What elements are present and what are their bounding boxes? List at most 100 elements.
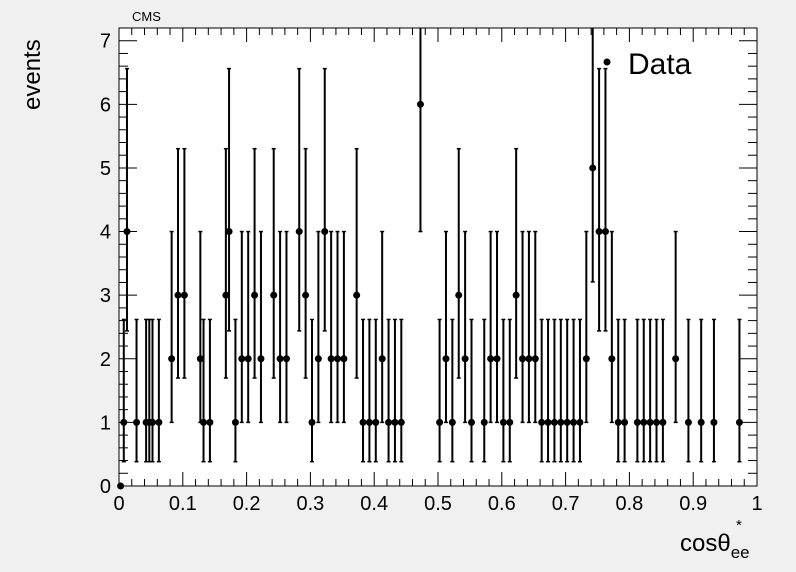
data-point	[576, 418, 584, 426]
plot-area	[118, 27, 758, 487]
x-tick-label: 0.3	[296, 493, 324, 515]
x-tick-label: 0.4	[360, 493, 388, 515]
legend-label: Data	[628, 48, 692, 81]
data-point	[512, 291, 520, 299]
y-tick-label: 1	[100, 412, 111, 434]
y-tick-label: 5	[100, 158, 111, 180]
data-point	[225, 228, 233, 236]
data-point	[180, 291, 188, 299]
data-point	[359, 418, 367, 426]
data-point	[735, 418, 743, 426]
data-point	[582, 355, 590, 363]
data-point	[231, 418, 239, 426]
y-tick-label: 3	[100, 285, 111, 307]
data-point	[353, 291, 361, 299]
y-tick-label: 4	[100, 222, 111, 244]
data-points	[117, 28, 743, 490]
data-point	[487, 355, 495, 363]
data-point	[133, 418, 141, 426]
data-point	[570, 418, 578, 426]
data-point	[397, 418, 405, 426]
data-point	[595, 228, 603, 236]
data-point	[308, 418, 316, 426]
data-point	[653, 418, 661, 426]
data-point	[646, 418, 654, 426]
data-point	[633, 418, 641, 426]
y-tick-label: 6	[100, 94, 111, 116]
data-point	[614, 418, 622, 426]
data-point	[519, 355, 527, 363]
data-point	[196, 355, 204, 363]
data-point	[200, 418, 208, 426]
x-tick-label: 0	[113, 493, 124, 515]
data-point	[506, 418, 514, 426]
data-point	[174, 291, 182, 299]
x-tick-label: 0.2	[233, 493, 261, 515]
data-point	[378, 355, 386, 363]
data-point	[672, 355, 680, 363]
data-point	[531, 355, 539, 363]
data-point	[327, 355, 335, 363]
data-point	[295, 228, 303, 236]
data-point	[436, 418, 444, 426]
data-point	[455, 291, 463, 299]
data-point	[448, 418, 456, 426]
data-point	[120, 418, 128, 426]
data-point	[168, 355, 176, 363]
data-point	[499, 418, 507, 426]
data-point	[589, 164, 597, 172]
data-point	[608, 355, 616, 363]
x-tick-label: 1	[751, 493, 762, 515]
x-tick-label: 0.7	[552, 493, 580, 515]
data-point	[302, 291, 310, 299]
data-point	[461, 355, 469, 363]
data-point	[222, 291, 230, 299]
data-point	[365, 418, 373, 426]
data-point	[544, 418, 552, 426]
data-point	[480, 418, 488, 426]
data-point	[148, 418, 156, 426]
x-axis-label: cosθee	[680, 530, 750, 562]
data-point	[550, 418, 558, 426]
y-tick-label: 7	[100, 31, 111, 53]
y-axis-label: events	[19, 39, 46, 110]
data-point	[563, 418, 571, 426]
data-point	[710, 418, 718, 426]
data-point	[123, 228, 131, 236]
x-tick-label: 0.6	[488, 493, 516, 515]
data-point	[251, 291, 259, 299]
data-point	[117, 482, 125, 490]
data-point	[416, 100, 424, 108]
y-tick-label: 0	[100, 476, 111, 498]
x-tick-label: 0.9	[679, 493, 707, 515]
data-point	[493, 355, 501, 363]
x-tick-label: 0.8	[615, 493, 643, 515]
data-point	[257, 355, 265, 363]
x-axis-label-sub: ee	[731, 543, 750, 562]
data-point	[244, 355, 252, 363]
data-point	[697, 418, 705, 426]
data-point	[684, 418, 692, 426]
x-axis-ticks: 0 0.1 0.2 0.3 0.4 0.5 0.6 0.7 0.8 0.9 1	[113, 28, 763, 515]
data-point	[557, 418, 565, 426]
data-point	[276, 355, 284, 363]
data-point	[372, 418, 380, 426]
data-point	[238, 355, 246, 363]
data-point	[155, 418, 163, 426]
data-point	[321, 228, 329, 236]
data-point	[538, 418, 546, 426]
data-point	[314, 355, 322, 363]
data-point	[659, 418, 667, 426]
data-point	[525, 355, 533, 363]
data-point	[282, 355, 290, 363]
x-axis-label-superscript: *	[736, 517, 742, 534]
y-tick-label: 2	[100, 349, 111, 371]
data-point	[206, 418, 214, 426]
data-point	[391, 418, 399, 426]
experiment-label: CMS	[132, 9, 161, 24]
x-tick-label: 0.1	[169, 493, 197, 515]
data-point	[442, 355, 450, 363]
x-axis-label-main: cosθ	[680, 530, 731, 557]
data-point	[621, 418, 629, 426]
